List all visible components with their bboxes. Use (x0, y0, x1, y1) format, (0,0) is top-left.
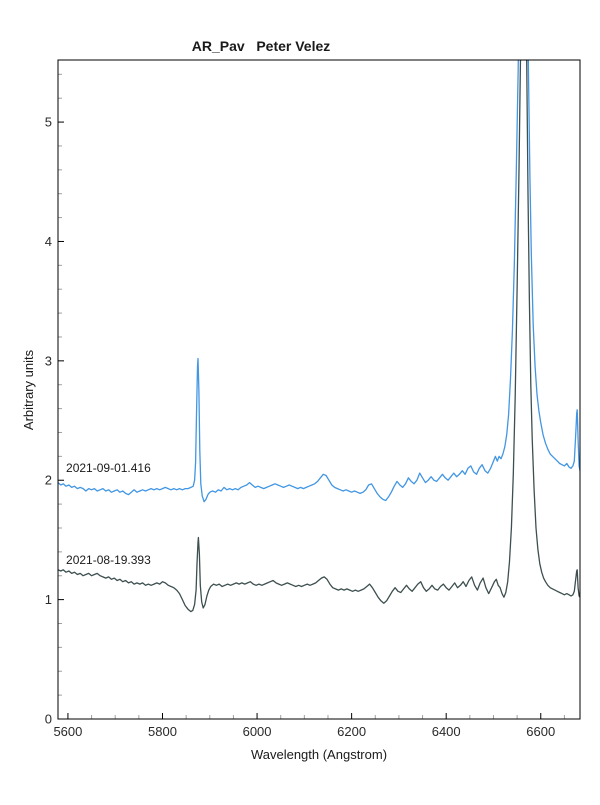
plot-border (57, 59, 581, 720)
series-line-2021-09-01.416 (58, 60, 580, 503)
chart-title: AR_Pav Peter Velez (192, 38, 331, 54)
y-axis-label: Arbitrary units (21, 349, 36, 430)
y-tick-label: 0 (45, 712, 52, 727)
y-tick-label: 5 (45, 115, 52, 130)
plot-area: 5600 5800 6000 6200 6400 6600 0 1 2 3 4 5 2021-09-01… (45, 59, 581, 739)
x-minor-ticks (91, 715, 565, 719)
series-date-label: 2021-09-01.416 (66, 461, 151, 475)
y-tick-label: 1 (45, 592, 52, 607)
y-minor-ticks (58, 73, 62, 696)
x-tick-label: 6200 (337, 724, 366, 739)
y-tick-label: 3 (45, 353, 52, 368)
x-tick-label: 6600 (526, 724, 555, 739)
x-major-ticks: 5600 5800 6000 6200 6400 6600 (53, 713, 555, 739)
y-tick-label: 2 (45, 473, 52, 488)
x-tick-label: 5600 (53, 724, 82, 739)
x-tick-label: 5800 (148, 724, 177, 739)
series-date-label: 2021-08-19.393 (66, 553, 151, 567)
series-line-2021-08-19.393 (58, 60, 580, 613)
x-tick-label: 6000 (243, 724, 272, 739)
x-tick-label: 6400 (432, 724, 461, 739)
y-tick-label: 4 (45, 234, 52, 249)
y-major-ticks: 0 1 2 3 4 5 (45, 115, 64, 727)
series-lines (58, 60, 580, 613)
x-axis-label: Wavelength (Angstrom) (251, 747, 387, 762)
